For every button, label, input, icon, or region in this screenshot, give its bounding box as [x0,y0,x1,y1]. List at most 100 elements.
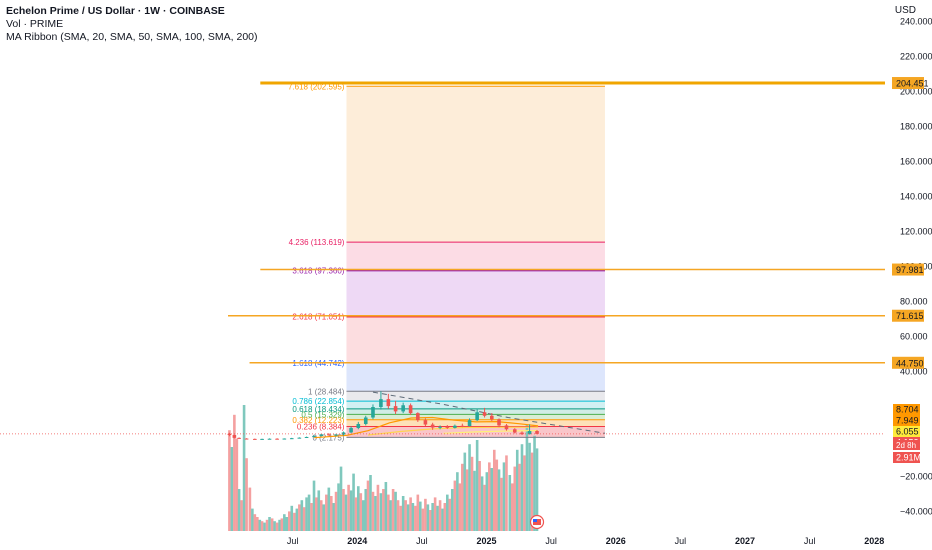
level-badge-label: 71.615 [896,311,924,321]
volume-bar [237,489,241,531]
volume-bar [270,518,274,531]
time-tick-label: 2028 [864,536,884,546]
candle-body [460,425,465,427]
time-tick-label: Jul [287,536,299,546]
volume-bar [396,500,400,531]
fib-zone [346,242,605,271]
candle-body [319,434,324,436]
time-tick-label: 2027 [735,536,755,546]
volume-bar [260,521,264,531]
volume-bar [399,505,402,531]
volume-bar [256,517,259,531]
fib-level-label: 0 (2.175) [312,433,344,442]
flag-canton-icon [533,519,538,522]
candle-body [312,435,316,437]
volume-bar [366,480,370,531]
volume-bar [433,497,437,531]
volume-bar [361,500,365,531]
time-axis: Jul 2024 Jul 2025 Jul 2026 Jul 2027 Jul 2028 [287,536,884,546]
volume-bar [295,508,299,531]
price-tick-label: 120.000 [900,226,932,236]
price-tick-label: 140.000 [900,191,932,201]
price-tick-label: 180.000 [900,121,932,131]
volume-bar [273,521,276,531]
volume-bar [337,483,340,531]
volume-bar [265,519,269,531]
volume-bar [475,440,479,531]
candle-body [490,415,494,420]
volume-bar [283,514,286,531]
price-tick-label: 80.000 [900,297,928,307]
volume-bar [483,484,486,531]
volume-bar [382,489,385,531]
candle-body [475,412,479,421]
price-tick-label: −20.000 [900,472,932,482]
volume-bar [533,435,536,531]
candle-body [408,405,413,414]
candle-body [482,412,487,416]
volume-bar [458,483,462,531]
volume-bar [394,491,397,531]
level-badge-label: 204.451 [896,79,929,89]
volume-bar [465,469,469,531]
candle-body [327,434,331,436]
volume-bar [357,486,360,531]
fib-zone [346,362,605,392]
level-badge [892,309,924,322]
volume-bar [364,489,368,531]
chart-legend: Echelon Prime / US Dollar · 1W · COINBAS… [6,5,258,44]
volume-bar [228,430,231,531]
candle-body [467,420,472,427]
volume-bar [404,500,407,531]
candle-body [275,438,279,440]
volume-bar [242,405,246,531]
volume-bar [505,455,508,531]
symbol-title[interactable]: Echelon Prime / US Dollar · 1W · COINBAS… [6,5,225,17]
volume-bar [523,455,526,531]
volume-bar [450,489,454,531]
volume-bar [371,491,375,531]
volume-bar [334,491,338,531]
fib-zone [346,419,605,427]
ma-ribbon-indicator-label[interactable]: MA Ribbon (SMA, 20, SMA, 50, SMA, 100, S… [6,31,258,43]
fib-zone [346,316,605,363]
fib-level-label: 7.618 (202.595) [288,82,345,91]
volume-bar [233,414,236,531]
volume-bar [347,484,350,531]
volume-bar [488,462,491,531]
fib-level-label: 1 (28.484) [308,387,345,396]
volume-bar [416,494,420,531]
volume-bar [431,503,434,531]
volume-bar [322,504,326,531]
ma-line [367,426,539,436]
time-tick-label: 2026 [606,536,626,546]
candle-body [535,431,539,434]
volume-bar [492,449,496,531]
volume-value-label: 2.91M [896,453,921,463]
fib-level-label: 0.618 (18.434) [292,405,344,414]
time-tick-label: Jul [545,536,557,546]
volume-bar [463,452,467,531]
volume-bar [419,501,422,531]
volume-bar [414,505,417,531]
volume-bar [278,519,281,531]
candle-body [401,405,405,412]
volume-bar [275,522,279,531]
volume-bar [441,508,444,531]
volume-bar [384,482,388,531]
volume-indicator-label[interactable]: Vol · PRIME [6,18,64,30]
volume-bar [330,496,333,531]
volume-bar [374,496,377,531]
candle-body [527,431,532,435]
volume-bar [287,511,291,531]
candle-body [445,426,450,428]
price-tick-label: 160.000 [900,156,932,166]
volume-bar [448,498,452,531]
fib-level-label: 3.618 (97.360) [292,267,344,276]
volume-bar [480,476,484,531]
fib-level-label: 4.236 (113.619) [289,238,345,247]
volume-bar [508,475,512,531]
candle-body [282,438,287,440]
volume-bar [248,487,252,531]
